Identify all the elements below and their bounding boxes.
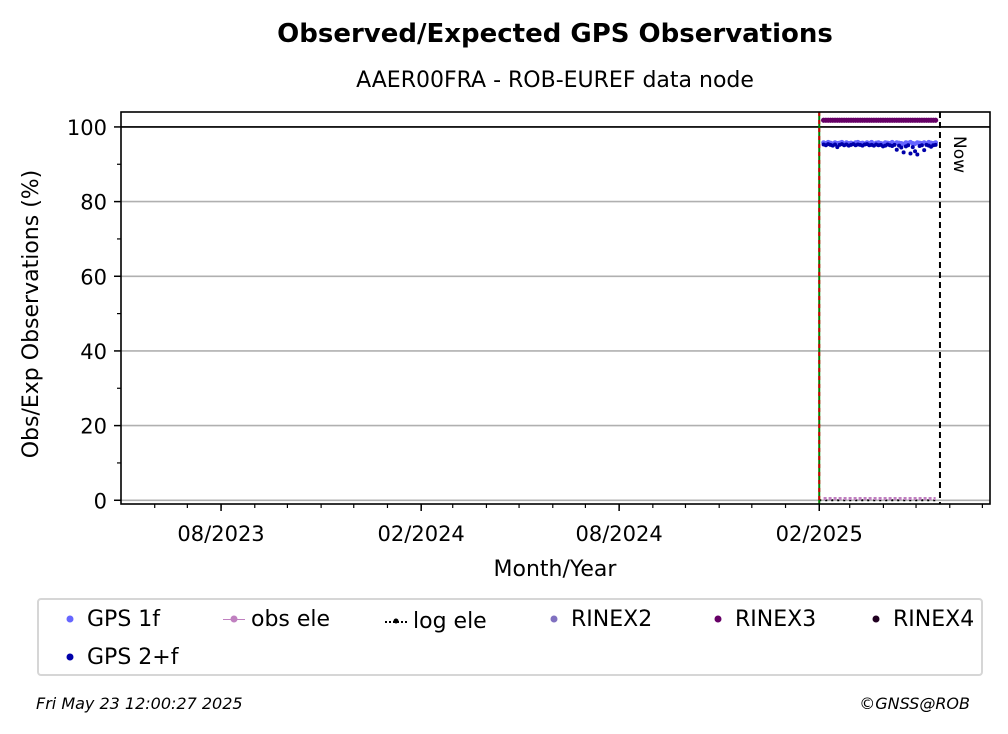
legend-label: log ele	[413, 608, 487, 634]
gps-2f-point	[913, 149, 918, 154]
legend-label: RINEX3	[735, 606, 817, 632]
gps-2f-point	[915, 152, 920, 157]
copyright-label: ©GNSS@ROB	[859, 694, 970, 713]
legend-item-gps-1f: GPS 1f	[53, 606, 160, 632]
y-tick-label: 60	[80, 265, 107, 289]
gps-2f-point	[833, 142, 838, 147]
legend-label: RINEX2	[571, 606, 653, 632]
legend-marker	[701, 606, 735, 632]
legend-label: GPS 1f	[87, 606, 161, 632]
now-label: Now	[949, 136, 969, 173]
plot-frame	[120, 111, 991, 505]
legend: GPS 1f obs ele log ele RINEX2 RINEX3 RINEX4 GP…	[37, 598, 983, 676]
gps-2f-point	[908, 151, 913, 156]
gps-2f-point	[899, 145, 904, 150]
y-tick-label: 40	[80, 340, 107, 364]
legend-label: obs ele	[251, 606, 331, 632]
legend-marker	[379, 608, 413, 634]
legend-item-gps-2-f: GPS 2+f	[53, 644, 178, 670]
legend-item-rinex4: RINEX4	[859, 606, 974, 632]
gps-2f-point	[901, 150, 906, 155]
x-tick-label: 02/2025	[776, 522, 863, 546]
legend-marker	[859, 606, 893, 632]
y-axis-label: Obs/Exp Observations (%)	[19, 170, 44, 459]
legend-item-obs-ele: obs ele	[217, 606, 330, 632]
x-tick-label: 08/2024	[576, 522, 663, 546]
chart-svg: Observed/Expected GPS Observations AAER0…	[19, 19, 991, 582]
legend-marker	[53, 606, 87, 632]
legend-item-log-ele: log ele	[379, 608, 487, 634]
gps-2f-point	[894, 147, 899, 152]
gps-2f-point	[933, 142, 938, 147]
legend-marker	[217, 606, 251, 632]
y-tick-label: 0	[94, 489, 107, 513]
gps-2f-point	[922, 148, 927, 153]
legend-label: GPS 2+f	[87, 644, 179, 670]
gps-2f-point	[910, 145, 915, 150]
chart-subtitle: AAER00FRA - ROB-EUREF data node	[356, 68, 754, 93]
x-tick-label: 08/2023	[177, 522, 264, 546]
plot-area: 0 20 40 60 80 100 08/2023 02/2024 08/2024 02/2025…	[67, 111, 991, 546]
y-tick-label: 80	[80, 191, 107, 215]
x-axis-label: Month/Year	[494, 557, 618, 582]
x-tick-label: 02/2024	[378, 522, 465, 546]
gps-2f-point	[906, 143, 911, 148]
gps-2f-point	[892, 142, 897, 147]
y-tick-label: 100	[67, 116, 107, 140]
rinex3-point	[933, 117, 939, 123]
legend-label: RINEX4	[893, 606, 975, 632]
chart-title: Observed/Expected GPS Observations	[277, 19, 833, 49]
legend-marker	[53, 644, 87, 670]
gps-2f-point	[919, 143, 924, 148]
legend-marker	[537, 606, 571, 632]
legend-item-rinex2: RINEX2	[537, 606, 652, 632]
legend-item-rinex3: RINEX3	[701, 606, 816, 632]
y-tick-label: 20	[80, 415, 107, 439]
timestamp-label: Fri May 23 12:00:27 2025	[36, 694, 243, 713]
